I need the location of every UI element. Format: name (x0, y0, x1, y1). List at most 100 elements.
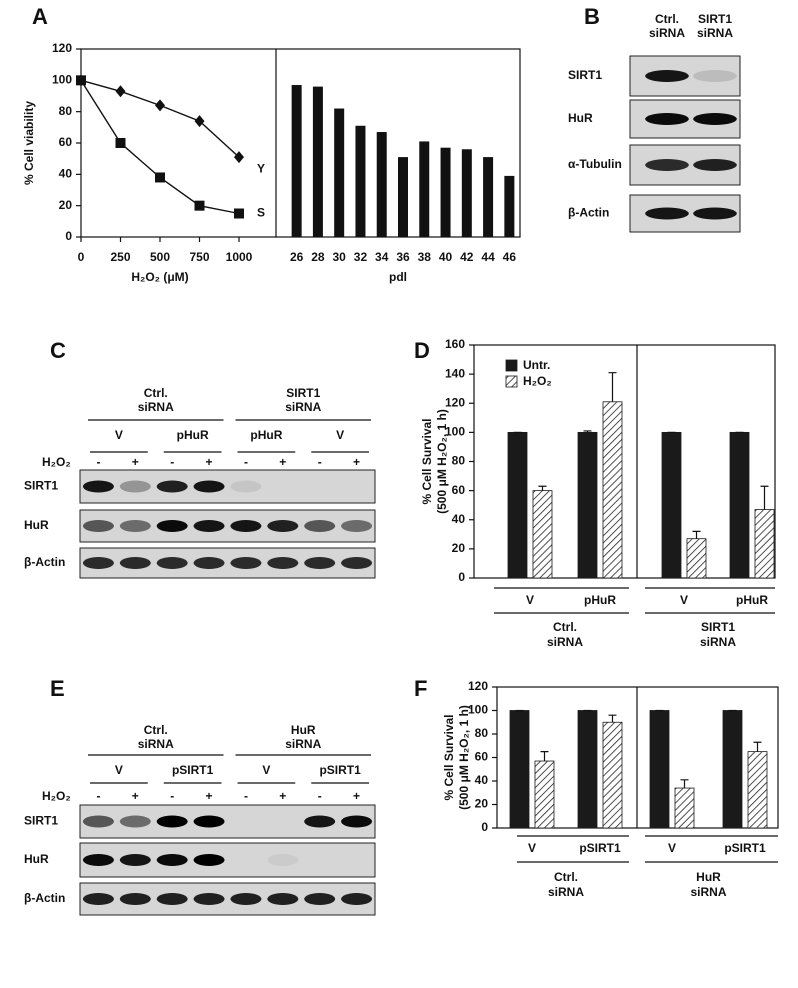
legend-label: H₂O₂ (523, 374, 552, 388)
row-label: SIRT1 (24, 814, 58, 828)
blot-band (119, 557, 151, 569)
group-label: siRNA (285, 400, 321, 414)
blot-band (193, 815, 225, 828)
x-tick-label: 28 (311, 250, 325, 264)
bar (602, 721, 623, 829)
marker (194, 115, 205, 128)
x-tick-label: 0 (78, 250, 85, 264)
blot-band (82, 520, 114, 532)
y-tick-label: 80 (59, 104, 73, 118)
x-tick-label: 26 (290, 250, 304, 264)
blot-band (267, 557, 299, 569)
x-tick-label: 42 (460, 250, 474, 264)
y-tick-label: 0 (481, 820, 488, 834)
y-tick-label: 20 (475, 797, 489, 811)
y-tick-label: 120 (445, 395, 465, 409)
bar (722, 710, 743, 829)
blot-band (304, 557, 336, 569)
group-label: siRNA (285, 737, 321, 751)
y-axis-label: (500 μM H₂O₂, 1 h) (457, 705, 471, 810)
lane-label: V (262, 763, 270, 777)
y-tick-label: 40 (475, 773, 489, 787)
series-label: Y (257, 161, 265, 175)
group-label: siRNA (138, 400, 174, 414)
y-tick-label: 120 (52, 41, 72, 55)
blot-band (119, 480, 151, 493)
blot-band (230, 520, 262, 532)
y-tick-label: 0 (65, 229, 72, 243)
blot-band (267, 854, 299, 866)
group-label: Ctrl. (554, 870, 578, 884)
marker (115, 85, 126, 98)
legend-swatch (505, 375, 518, 388)
y-tick-label: 100 (52, 73, 72, 87)
sign: + (206, 455, 213, 469)
bar (291, 85, 302, 238)
sign: - (318, 789, 322, 803)
blot-band (156, 854, 188, 866)
bar (507, 431, 528, 579)
blot-band (230, 480, 262, 493)
lane-label: V (115, 763, 123, 777)
row-label: HuR (24, 852, 49, 866)
lane-label: V (115, 428, 123, 442)
bar (661, 431, 682, 579)
x-tick-label: 38 (418, 250, 432, 264)
row-label: SIRT1 (24, 479, 58, 493)
lane-label: pSIRT1 (172, 763, 214, 777)
bar (754, 509, 775, 579)
blot-band (267, 893, 299, 905)
x-tick-label: V (526, 593, 534, 607)
group-label: siRNA (138, 737, 174, 751)
sign: + (132, 789, 139, 803)
sign: - (96, 455, 100, 469)
blot-band (82, 557, 114, 569)
bar (577, 710, 598, 829)
error-bar (540, 751, 549, 762)
error-bar (692, 530, 701, 539)
blot-band (193, 520, 225, 532)
sign: + (353, 455, 360, 469)
bar (674, 787, 695, 829)
panel-letter: E (50, 676, 65, 701)
y-tick-label: 140 (445, 366, 465, 380)
sign: + (279, 789, 286, 803)
sign: - (244, 789, 248, 803)
row-label: β-Actin (24, 891, 65, 905)
blot-band (156, 815, 188, 828)
sign: + (353, 789, 360, 803)
panel-letter: B (584, 4, 600, 29)
y-tick-label: 60 (59, 135, 73, 149)
x-tick-label: pHuR (736, 593, 768, 607)
row-label: β-Actin (24, 555, 65, 569)
blot-band (82, 815, 114, 828)
group-label: Ctrl. (144, 386, 168, 400)
bar (747, 751, 768, 829)
sign: - (244, 455, 248, 469)
row-label: SIRT1 (568, 68, 602, 82)
error-bar (608, 372, 617, 402)
bar (686, 538, 707, 579)
blot-band (156, 480, 188, 493)
blot-band (267, 481, 298, 493)
bar (534, 760, 555, 829)
y-tick-label: 80 (475, 726, 489, 740)
bar (398, 157, 408, 237)
column-label: siRNA (649, 26, 685, 40)
panel-letter: D (414, 338, 430, 363)
bar (334, 108, 345, 238)
blot-band (193, 557, 225, 569)
bar (577, 431, 598, 579)
marker (234, 151, 244, 164)
marker (234, 208, 244, 219)
bar (532, 490, 553, 579)
row-label: β-Actin (568, 206, 609, 220)
group-label: Ctrl. (553, 620, 577, 634)
sign: - (170, 789, 174, 803)
blot-band (193, 480, 225, 493)
x-tick-label: 500 (150, 250, 170, 264)
error-bar (608, 714, 617, 723)
blot-band (267, 816, 298, 828)
sign: - (318, 455, 322, 469)
sign: + (132, 455, 139, 469)
